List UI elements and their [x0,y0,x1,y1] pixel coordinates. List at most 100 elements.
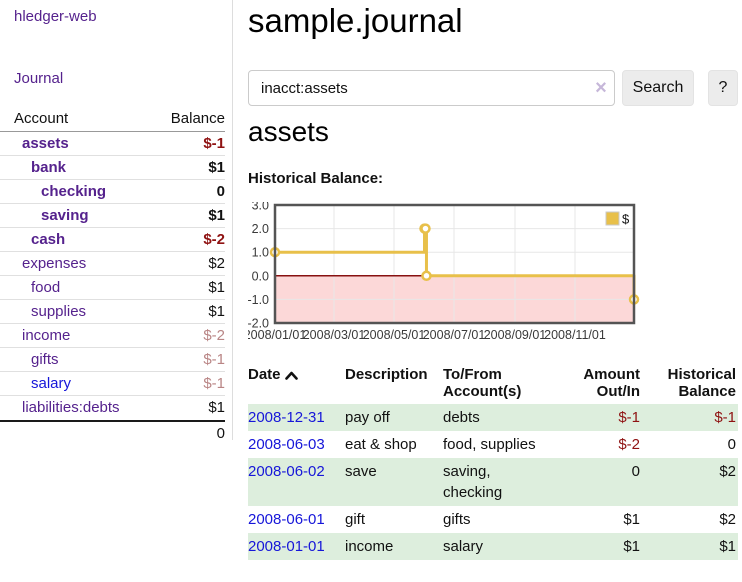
accounts-total-row: 0 [0,420,225,444]
main-content: sample.journal × Search ? assets Histori… [244,0,742,582]
accounts-table-header: Account Balance [0,106,225,132]
account-balance: $1 [208,303,225,320]
account-link-checking[interactable]: checking [41,183,107,200]
account-link-bank[interactable]: bank [31,159,67,176]
sort-ascending-icon [284,367,298,384]
account-balance: $-1 [203,375,225,392]
svg-text:2008/05/01: 2008/05/01 [363,328,426,342]
transaction-accounts: salary [443,538,484,555]
chart-title: Historical Balance: [248,170,384,187]
search-button[interactable]: Search [622,70,694,106]
account-balance: $-1 [203,135,225,152]
page-title: sample.journal [248,2,463,39]
account-row-supplies: supplies $1 [0,300,225,324]
transaction-balance: $1 [719,538,736,555]
accounts-total-value: 0 [216,425,225,442]
register-table: Date Description To/From Account(s) Amou… [248,362,738,560]
account-row-income: income $-2 [0,324,225,348]
account-row-bank: bank $1 [0,156,225,180]
sidebar: hledger-web Journal Account Balance asse… [0,0,233,442]
account-row-food: food $1 [0,276,225,300]
account-row-expenses: expenses $2 [0,252,225,276]
account-row-gifts: gifts $-1 [0,348,225,372]
historical-balance-chart: $3.0 2.0 1.0 0.0 -1.0 -2.0 2008/01/01 2008/03/0… [244,199,642,348]
svg-text:2008/11/01: 2008/11/01 [544,328,606,342]
app-title-link[interactable]: hledger-web [14,8,97,25]
svg-text:2008/07/01: 2008/07/01 [423,328,486,342]
transaction-description: eat & shop [345,436,417,453]
account-balance: $1 [208,279,225,296]
svg-text:2008/03/01: 2008/03/01 [303,328,366,342]
help-button[interactable]: ? [708,70,738,106]
transaction-balance: $-1 [714,409,736,426]
register-row: 2008-06-03 eat & shop food, supplies $-2… [248,431,738,458]
transaction-description: gift [345,511,366,528]
svg-text:$: $ [622,212,630,227]
transaction-balance: $2 [719,463,736,480]
transaction-date-link[interactable]: 2008-06-03 [248,436,325,453]
account-balance: $1 [208,159,225,176]
account-row-liabilities-debts: liabilities:debts $1 [0,396,225,420]
transaction-amount: $-2 [618,436,640,453]
account-row-checking: checking 0 [0,180,225,204]
transaction-accounts: saving, checking [443,463,503,501]
account-balance: $-2 [203,327,225,344]
svg-text:3.0: 3.0 [252,202,269,213]
sidebar-item-journal[interactable]: Journal [14,70,64,87]
account-balance: $1 [208,399,225,416]
description-column-header: Description [345,366,428,383]
svg-text:-1.0: -1.0 [248,293,269,307]
svg-text:2.0: 2.0 [252,222,269,236]
account-row-saving: saving $1 [0,204,225,228]
transaction-balance: $2 [719,511,736,528]
account-link-food[interactable]: food [31,279,61,296]
balance-column-header: Historical Balance [667,366,736,400]
transaction-amount: $1 [623,511,640,528]
transaction-description: income [345,538,394,555]
register-header-row: Date Description To/From Account(s) Amou… [248,362,738,404]
account-column-header: To/From Account(s) [443,366,522,400]
register-row: 2008-12-31 pay off debts $-1 $-1 [248,404,738,431]
account-link-cash[interactable]: cash [31,231,66,248]
search-input[interactable] [248,70,615,106]
transaction-date-link[interactable]: 2008-06-02 [248,463,325,480]
account-row-salary: salary $-1 [0,372,225,396]
register-row: 2008-06-02 save saving, checking 0 $2 [248,458,738,506]
transaction-amount: $-1 [618,409,640,426]
transaction-accounts: gifts [443,511,471,528]
account-balance: $-1 [203,351,225,368]
account-balance: 0 [216,183,225,200]
account-link-liabilities-debts[interactable]: liabilities:debts [22,399,120,416]
clear-search-icon[interactable]: × [595,77,607,99]
transaction-balance: 0 [727,436,736,453]
account-link-supplies[interactable]: supplies [31,303,87,320]
transaction-date-link[interactable]: 2008-01-01 [248,538,325,555]
transaction-date-link[interactable]: 2008-06-01 [248,511,325,528]
svg-text:2008/09/01: 2008/09/01 [484,328,547,342]
svg-text:1.0: 1.0 [252,246,269,260]
account-link-gifts[interactable]: gifts [31,351,59,368]
transaction-amount: 0 [631,463,640,480]
svg-text:0.0: 0.0 [252,269,269,283]
svg-text:-2.0: -2.0 [248,317,269,331]
account-row-cash: cash $-2 [0,228,225,252]
account-link-expenses[interactable]: expenses [22,255,87,272]
account-link-saving[interactable]: saving [41,207,89,224]
account-link-salary[interactable]: salary [31,375,72,392]
amount-column-header: Amount Out/In [583,366,640,400]
register-row: 2008-06-01 gift gifts $1 $2 [248,506,738,533]
account-column-header: Account [14,110,69,127]
transaction-date-link[interactable]: 2008-12-31 [248,409,325,426]
account-balance: $-2 [203,231,225,248]
transaction-accounts: food, supplies [443,436,536,453]
account-row-assets: assets $-1 [0,132,225,156]
accounts-table: Account Balance assets $-1 bank $1 check… [0,106,225,444]
account-section-title: assets [248,116,329,147]
account-link-assets[interactable]: assets [22,135,69,152]
search-form: × Search ? [248,70,742,106]
account-link-income[interactable]: income [22,327,71,344]
account-balance: $1 [208,207,225,224]
date-column-header[interactable]: Date [248,362,345,404]
transaction-accounts: debts [443,409,480,426]
